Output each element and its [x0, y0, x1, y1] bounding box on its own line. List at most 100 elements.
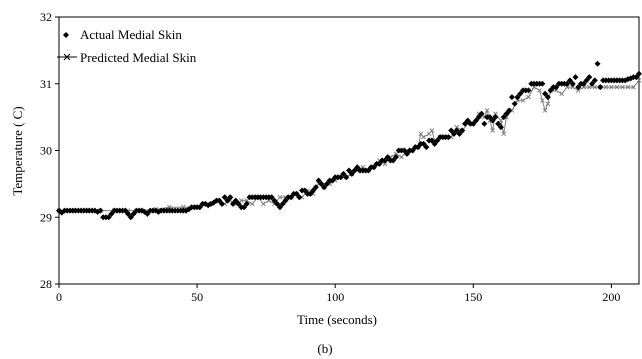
actual-point: [127, 214, 134, 221]
actual-point: [365, 167, 372, 174]
predicted-series-line: [59, 80, 640, 212]
actual-point: [503, 110, 510, 117]
actual-point: [312, 184, 319, 191]
actual-point: [310, 187, 317, 194]
actual-point: [511, 100, 518, 107]
actual-point: [221, 194, 228, 201]
predicted-point: [244, 198, 250, 203]
actual-point: [489, 117, 496, 124]
predicted-point: [382, 161, 388, 167]
tick-labels: 0 50 100 150 200 28 29 30 31 32: [40, 10, 620, 304]
actual-point: [390, 157, 397, 164]
actual-point: [575, 84, 582, 91]
predicted-point: [559, 91, 565, 97]
legend-label-actual: Actual Medial Skin: [80, 27, 182, 42]
predicted-point: [636, 78, 642, 83]
actual-point: [514, 94, 521, 101]
actual-point: [354, 164, 361, 171]
actual-point: [583, 77, 590, 84]
actual-point: [500, 114, 507, 121]
actual-point: [323, 180, 330, 187]
predicted-point: [266, 198, 272, 203]
predicted-point: [484, 108, 490, 113]
actual-point: [224, 197, 231, 204]
series-predicted-medial-skin: [56, 78, 642, 213]
y-tick-label: 30: [40, 144, 52, 158]
actual-point: [594, 60, 601, 67]
predicted-point: [526, 94, 531, 100]
actual-point: [492, 114, 499, 121]
actual-point: [337, 174, 344, 181]
actual-point: [243, 200, 250, 207]
actual-point: [486, 114, 493, 121]
predicted-point: [238, 198, 244, 203]
actual-point: [307, 190, 314, 197]
actual-point: [478, 110, 485, 117]
actual-point: [547, 87, 554, 94]
y-tick-label: 28: [40, 277, 52, 291]
actual-point: [282, 197, 289, 204]
actual-point: [279, 200, 286, 207]
actual-point: [525, 87, 532, 94]
actual-point: [450, 130, 457, 137]
x-tick-label: 150: [464, 290, 482, 304]
actual-point: [453, 127, 460, 134]
x-tick-label: 0: [56, 290, 62, 304]
actual-point: [495, 120, 502, 127]
actual-point: [553, 84, 560, 91]
actual-point: [122, 207, 129, 214]
legend-marker-predicted: [63, 53, 71, 61]
actual-point: [315, 177, 322, 184]
actual-point: [506, 107, 513, 114]
actual-point: [346, 167, 352, 174]
predicted-point: [490, 128, 495, 133]
actual-point: [428, 137, 435, 144]
y-tick-label: 32: [40, 10, 52, 24]
actual-point: [235, 200, 242, 207]
actual-point: [456, 130, 463, 137]
actual-point: [580, 80, 587, 87]
predicted-point: [539, 98, 545, 103]
predicted-point: [399, 154, 404, 160]
predicted-point: [581, 84, 587, 90]
actual-point: [296, 194, 303, 201]
x-tick-label: 100: [326, 290, 344, 304]
actual-point: [329, 177, 336, 184]
actual-point: [108, 210, 115, 217]
actual-point: [351, 167, 358, 174]
actual-point: [431, 140, 438, 147]
predicted-point: [520, 98, 526, 103]
actual-point: [216, 197, 223, 204]
predicted-point: [261, 201, 266, 207]
actual-point: [401, 147, 408, 154]
actual-point: [415, 144, 422, 151]
y-tick-label: 29: [40, 210, 52, 224]
actual-point: [318, 180, 325, 187]
actual-point: [434, 137, 441, 144]
predicted-point: [493, 111, 498, 117]
y-tick-label: 31: [40, 77, 52, 91]
predicted-point: [586, 84, 592, 90]
predicted-point: [393, 151, 399, 157]
actual-point: [591, 77, 598, 84]
predicted-point: [360, 164, 366, 170]
legend-marker-actual: [63, 32, 69, 38]
actual-point: [508, 94, 515, 101]
actual-point: [381, 157, 388, 164]
predicted-point: [614, 84, 620, 90]
predicted-point: [620, 84, 625, 90]
predicted-point: [501, 131, 507, 137]
actual-point: [97, 207, 104, 214]
predicted-point: [454, 124, 460, 130]
y-axis-title: Temperature ( C): [10, 106, 25, 195]
actual-point: [409, 147, 416, 154]
x-tick-label: 200: [602, 290, 620, 304]
actual-point: [321, 184, 328, 191]
actual-point: [586, 74, 593, 81]
axes: [55, 16, 640, 288]
actual-point: [564, 80, 571, 87]
actual-point: [566, 77, 573, 84]
x-tick-label: 50: [191, 290, 203, 304]
predicted-point: [570, 84, 576, 90]
